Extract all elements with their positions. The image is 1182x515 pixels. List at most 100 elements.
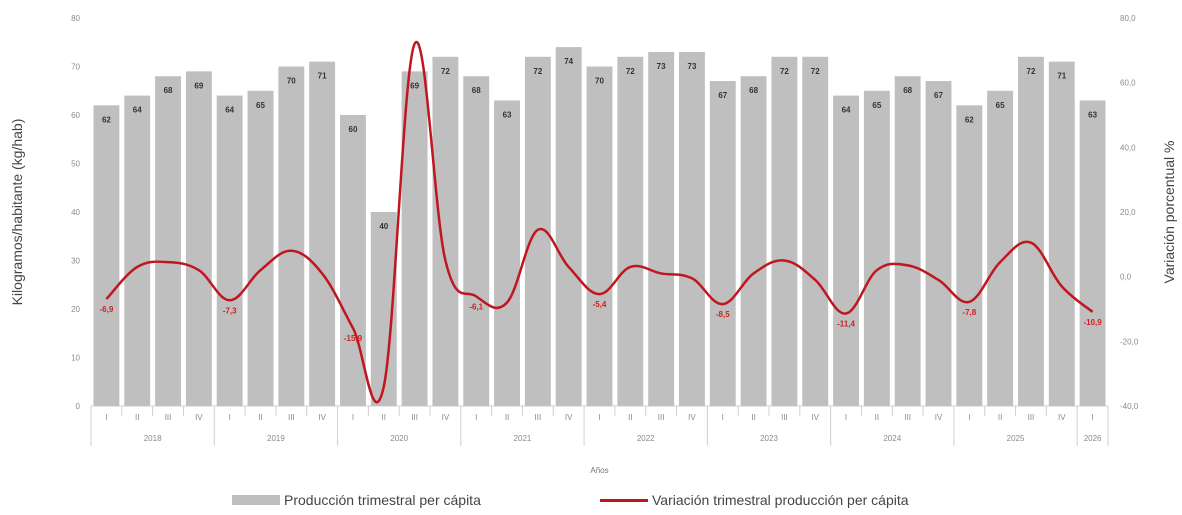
bar-data-label: 70 — [595, 77, 604, 86]
x-axis-title: Años — [590, 466, 608, 475]
line-data-label: -8,5 — [716, 310, 730, 319]
year-label: 2018 — [144, 434, 162, 443]
line-data-label: -15,9 — [344, 334, 363, 343]
line-data-label: -7,3 — [223, 306, 237, 315]
year-label: 2026 — [1084, 434, 1102, 443]
bar — [401, 71, 428, 406]
bar-data-label: 70 — [287, 77, 296, 86]
x-tick-label: III — [535, 413, 542, 422]
bar-data-label: 69 — [410, 81, 419, 90]
x-tick-label: IV — [195, 413, 203, 422]
y-tick-label: 80 — [71, 14, 80, 23]
x-tick-label: IV — [688, 413, 696, 422]
x-tick-label: III — [1028, 413, 1035, 422]
line-data-label: -6,1 — [469, 302, 483, 311]
year-label: 2025 — [1007, 434, 1025, 443]
year-label: 2021 — [514, 434, 532, 443]
bar — [894, 76, 921, 406]
x-tick-label: IV — [811, 413, 819, 422]
bar — [740, 76, 767, 406]
line-data-label: -7,8 — [962, 308, 976, 317]
x-tick-label: III — [658, 413, 665, 422]
bar-data-label: 65 — [872, 101, 881, 110]
bar-data-label: 69 — [194, 81, 203, 90]
y-tick-label: 50 — [71, 160, 80, 169]
bar — [309, 61, 336, 407]
y2-tick-label: -20,0 — [1120, 337, 1139, 346]
bar-data-label: 73 — [688, 62, 697, 71]
bar-data-label: 72 — [626, 67, 635, 76]
x-tick-label: I — [229, 413, 231, 422]
bar — [833, 95, 859, 406]
x-tick-label: II — [382, 413, 386, 422]
x-tick-label: II — [505, 413, 509, 422]
x-tick-label: I — [475, 413, 477, 422]
bar — [432, 56, 459, 407]
x-tick-label: IV — [565, 413, 573, 422]
bar-data-label: 72 — [780, 67, 789, 76]
legend: Producción trimestral per cápita Variaci… — [0, 492, 1182, 512]
bar — [1018, 56, 1044, 407]
y2-tick-label: -40,0 — [1120, 402, 1139, 411]
bar — [278, 66, 305, 406]
bar-data-label: 63 — [503, 110, 512, 119]
x-tick-label: I — [598, 413, 600, 422]
x-tick-label: II — [135, 413, 139, 422]
variation-line — [105, 40, 1094, 404]
x-tick-label: II — [751, 413, 755, 422]
bar-data-label: 72 — [1027, 67, 1036, 76]
bar-data-label: 64 — [133, 106, 142, 115]
bar-data-label: 71 — [1057, 72, 1066, 81]
line-data-label: -6,9 — [100, 305, 114, 314]
bar — [863, 90, 890, 406]
bar-data-label: 40 — [379, 222, 388, 231]
bar-data-label: 68 — [903, 86, 912, 95]
x-tick-label: III — [165, 413, 172, 422]
line-data-label: -10,9 — [1083, 318, 1102, 327]
legend-label-bars: Producción trimestral per cápita — [284, 492, 481, 508]
bar-data-label: 67 — [934, 91, 943, 100]
bar — [925, 81, 952, 407]
legend-swatch-bars — [232, 495, 280, 505]
bar — [555, 47, 582, 406]
bar — [648, 51, 675, 406]
legend-label-line: Variación trimestral producción per cápi… — [652, 492, 909, 508]
bar-data-label: 65 — [996, 101, 1005, 110]
bar — [987, 90, 1014, 406]
x-tick-label: II — [998, 413, 1002, 422]
y2-tick-label: 80,0 — [1120, 14, 1136, 23]
line-data-label: -5,4 — [593, 300, 607, 309]
x-tick-label: II — [875, 413, 879, 422]
bar — [802, 56, 829, 407]
year-label: 2020 — [390, 434, 408, 443]
bar-data-label: 68 — [164, 86, 173, 95]
bar — [155, 76, 181, 406]
x-tick-label: I — [722, 413, 724, 422]
y-tick-label: 20 — [71, 305, 80, 314]
bar — [709, 81, 736, 407]
bar — [771, 56, 798, 407]
y-tick-label: 70 — [71, 63, 80, 72]
y-tick-label: 0 — [76, 402, 81, 411]
bar — [247, 90, 274, 406]
bar — [185, 71, 212, 406]
x-tick-label: IV — [935, 413, 943, 422]
x-tick-label: III — [411, 413, 418, 422]
y-tick-label: 40 — [71, 208, 80, 217]
bar-data-label: 72 — [441, 67, 450, 76]
bar-data-label: 64 — [842, 106, 851, 115]
bar — [956, 105, 983, 407]
x-tick-label: IV — [1058, 413, 1066, 422]
legend-item-line: Variación trimestral producción per cápi… — [600, 492, 909, 508]
x-tick-label: I — [105, 413, 107, 422]
bar — [1079, 100, 1106, 406]
bar — [216, 95, 243, 406]
x-tick-label: I — [968, 413, 970, 422]
x-tick-label: II — [258, 413, 262, 422]
x-tick-label: III — [288, 413, 295, 422]
bar-data-label: 68 — [749, 86, 758, 95]
x-tick-label: II — [628, 413, 632, 422]
x-tick-label: I — [845, 413, 847, 422]
bar-data-label: 68 — [472, 86, 481, 95]
bar — [494, 100, 520, 406]
